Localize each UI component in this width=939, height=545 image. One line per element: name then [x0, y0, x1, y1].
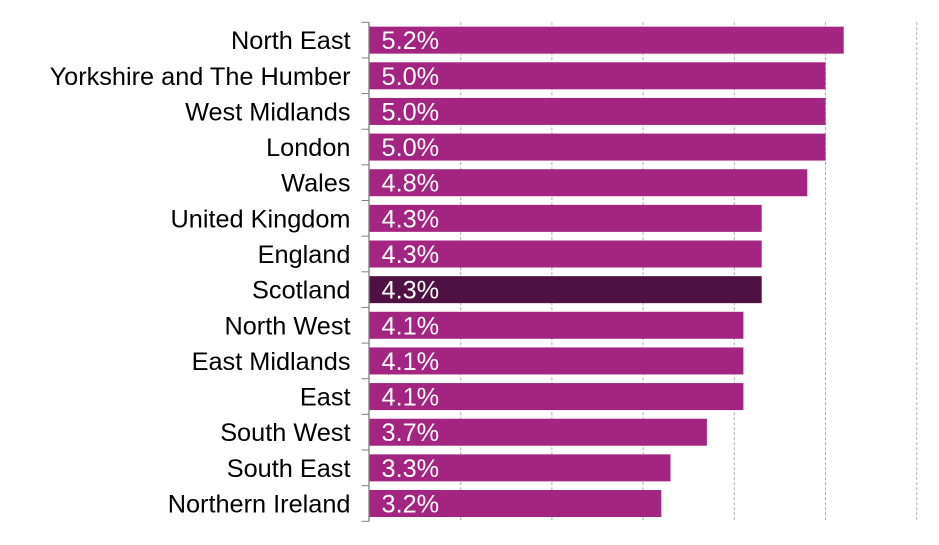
svg-text:4.3%: 4.3%	[382, 205, 440, 233]
svg-text:South West: South West	[220, 419, 350, 447]
svg-text:Northern Ireland: Northern Ireland	[168, 490, 351, 518]
svg-text:South East: South East	[227, 455, 351, 483]
svg-text:United Kingdom: United Kingdom	[171, 205, 351, 233]
svg-text:West Midlands: West Midlands	[185, 98, 350, 126]
svg-text:4.8%: 4.8%	[382, 170, 440, 198]
svg-text:North West: North West	[224, 312, 350, 340]
svg-text:5.2%: 5.2%	[382, 27, 440, 55]
svg-text:4.3%: 4.3%	[382, 277, 440, 305]
svg-text:4.1%: 4.1%	[382, 348, 440, 376]
svg-text:3.2%: 3.2%	[382, 490, 440, 518]
svg-text:5.0%: 5.0%	[382, 63, 440, 91]
svg-text:North East: North East	[231, 27, 351, 55]
svg-text:4.1%: 4.1%	[382, 312, 440, 340]
svg-text:Wales: Wales	[281, 170, 350, 198]
svg-text:Yorkshire and The Humber: Yorkshire and The Humber	[50, 63, 351, 91]
svg-text:Scotland: Scotland	[252, 277, 350, 305]
svg-text:4.3%: 4.3%	[382, 241, 440, 269]
svg-text:East Midlands: East Midlands	[192, 348, 351, 376]
svg-text:3.7%: 3.7%	[382, 419, 440, 447]
svg-text:3.3%: 3.3%	[382, 455, 440, 483]
svg-text:5.0%: 5.0%	[382, 98, 440, 126]
svg-text:England: England	[258, 241, 351, 269]
svg-text:4.1%: 4.1%	[382, 384, 440, 412]
svg-text:East: East	[300, 384, 351, 412]
svg-text:London: London	[266, 134, 350, 162]
svg-text:5.0%: 5.0%	[382, 134, 440, 162]
